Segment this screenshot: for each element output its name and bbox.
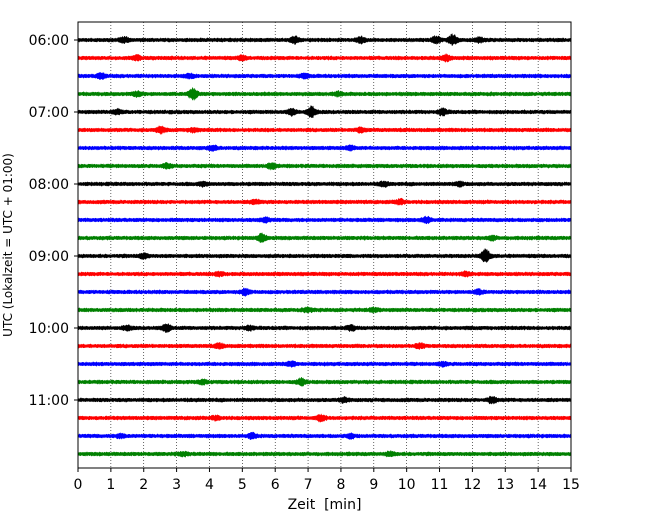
x-tick-label: 9: [369, 477, 378, 493]
x-tick-label: 11: [431, 477, 449, 493]
y-tick-label: 09:00: [29, 249, 69, 265]
x-tick-label: 12: [463, 477, 481, 493]
seismic-trace-0915: [77, 270, 572, 279]
x-tick-label: 4: [205, 477, 214, 493]
y-axis-ticks: 06:00 07:00 08:00 09:00 10:00 11:00: [29, 33, 78, 409]
x-tick-label: 6: [271, 477, 280, 493]
seismic-trace-0715: [77, 125, 572, 136]
x-tick-label: 10: [398, 477, 416, 493]
seismic-trace-1100: [77, 395, 572, 405]
x-tick-label: 3: [172, 477, 181, 493]
seismic-trace-1115: [77, 413, 572, 423]
y-tick-label: 11:00: [29, 393, 69, 409]
y-tick-label: 06:00: [29, 33, 69, 49]
seismic-trace-1000: [77, 322, 572, 334]
seismic-trace-1045: [77, 376, 572, 387]
seismic-trace-0845: [77, 231, 572, 244]
vertical-gridlines: [110, 22, 539, 468]
seismic-trace-0930: [77, 287, 572, 298]
x-tick-label: 13: [496, 477, 514, 493]
y-axis-title: UTC (Lokalzeit = UTC + 01:00): [1, 153, 15, 337]
seismic-trace-0830: [77, 215, 572, 225]
y-tick-label: 08:00: [29, 177, 69, 193]
seismic-trace-0600: [77, 33, 572, 47]
y-tick-label: 10:00: [29, 321, 69, 337]
y-tick-label: 07:00: [29, 105, 69, 121]
seismic-trace-0700: [77, 105, 572, 119]
x-tick-label: 14: [529, 477, 547, 493]
plot-area-frame: [77, 21, 572, 469]
seismic-trace-1145: [77, 449, 572, 458]
seismic-trace-0900: [77, 247, 572, 264]
seismic-trace-0730: [77, 144, 572, 153]
x-tick-label: 8: [336, 477, 345, 493]
seismic-trace-1015: [77, 341, 572, 351]
x-tick-label: 2: [139, 477, 148, 493]
x-tick-label: 5: [238, 477, 247, 493]
seismic-trace-0945: [77, 305, 572, 314]
seismic-trace-0815: [77, 197, 572, 206]
seismic-traces: [77, 33, 572, 458]
x-axis-ticks: 0 1 2 3 4 5 6 7 8 9 10 11 12 13 14 15: [74, 468, 580, 493]
seismic-trace-0745: [77, 161, 572, 171]
x-tick-label: 0: [74, 477, 83, 493]
seismic-trace-0630: [77, 71, 572, 80]
x-tick-label: 7: [304, 477, 313, 493]
seismic-trace-0615: [77, 52, 572, 63]
seismic-trace-0645: [77, 86, 572, 102]
x-tick-label: 15: [562, 477, 580, 493]
seismic-trace-1130: [77, 431, 572, 440]
seismic-trace-1030: [77, 360, 572, 368]
x-axis-title: Zeit [min]: [288, 497, 362, 513]
seismic-trace-0800: [77, 180, 572, 189]
x-tick-label: 1: [106, 477, 115, 493]
